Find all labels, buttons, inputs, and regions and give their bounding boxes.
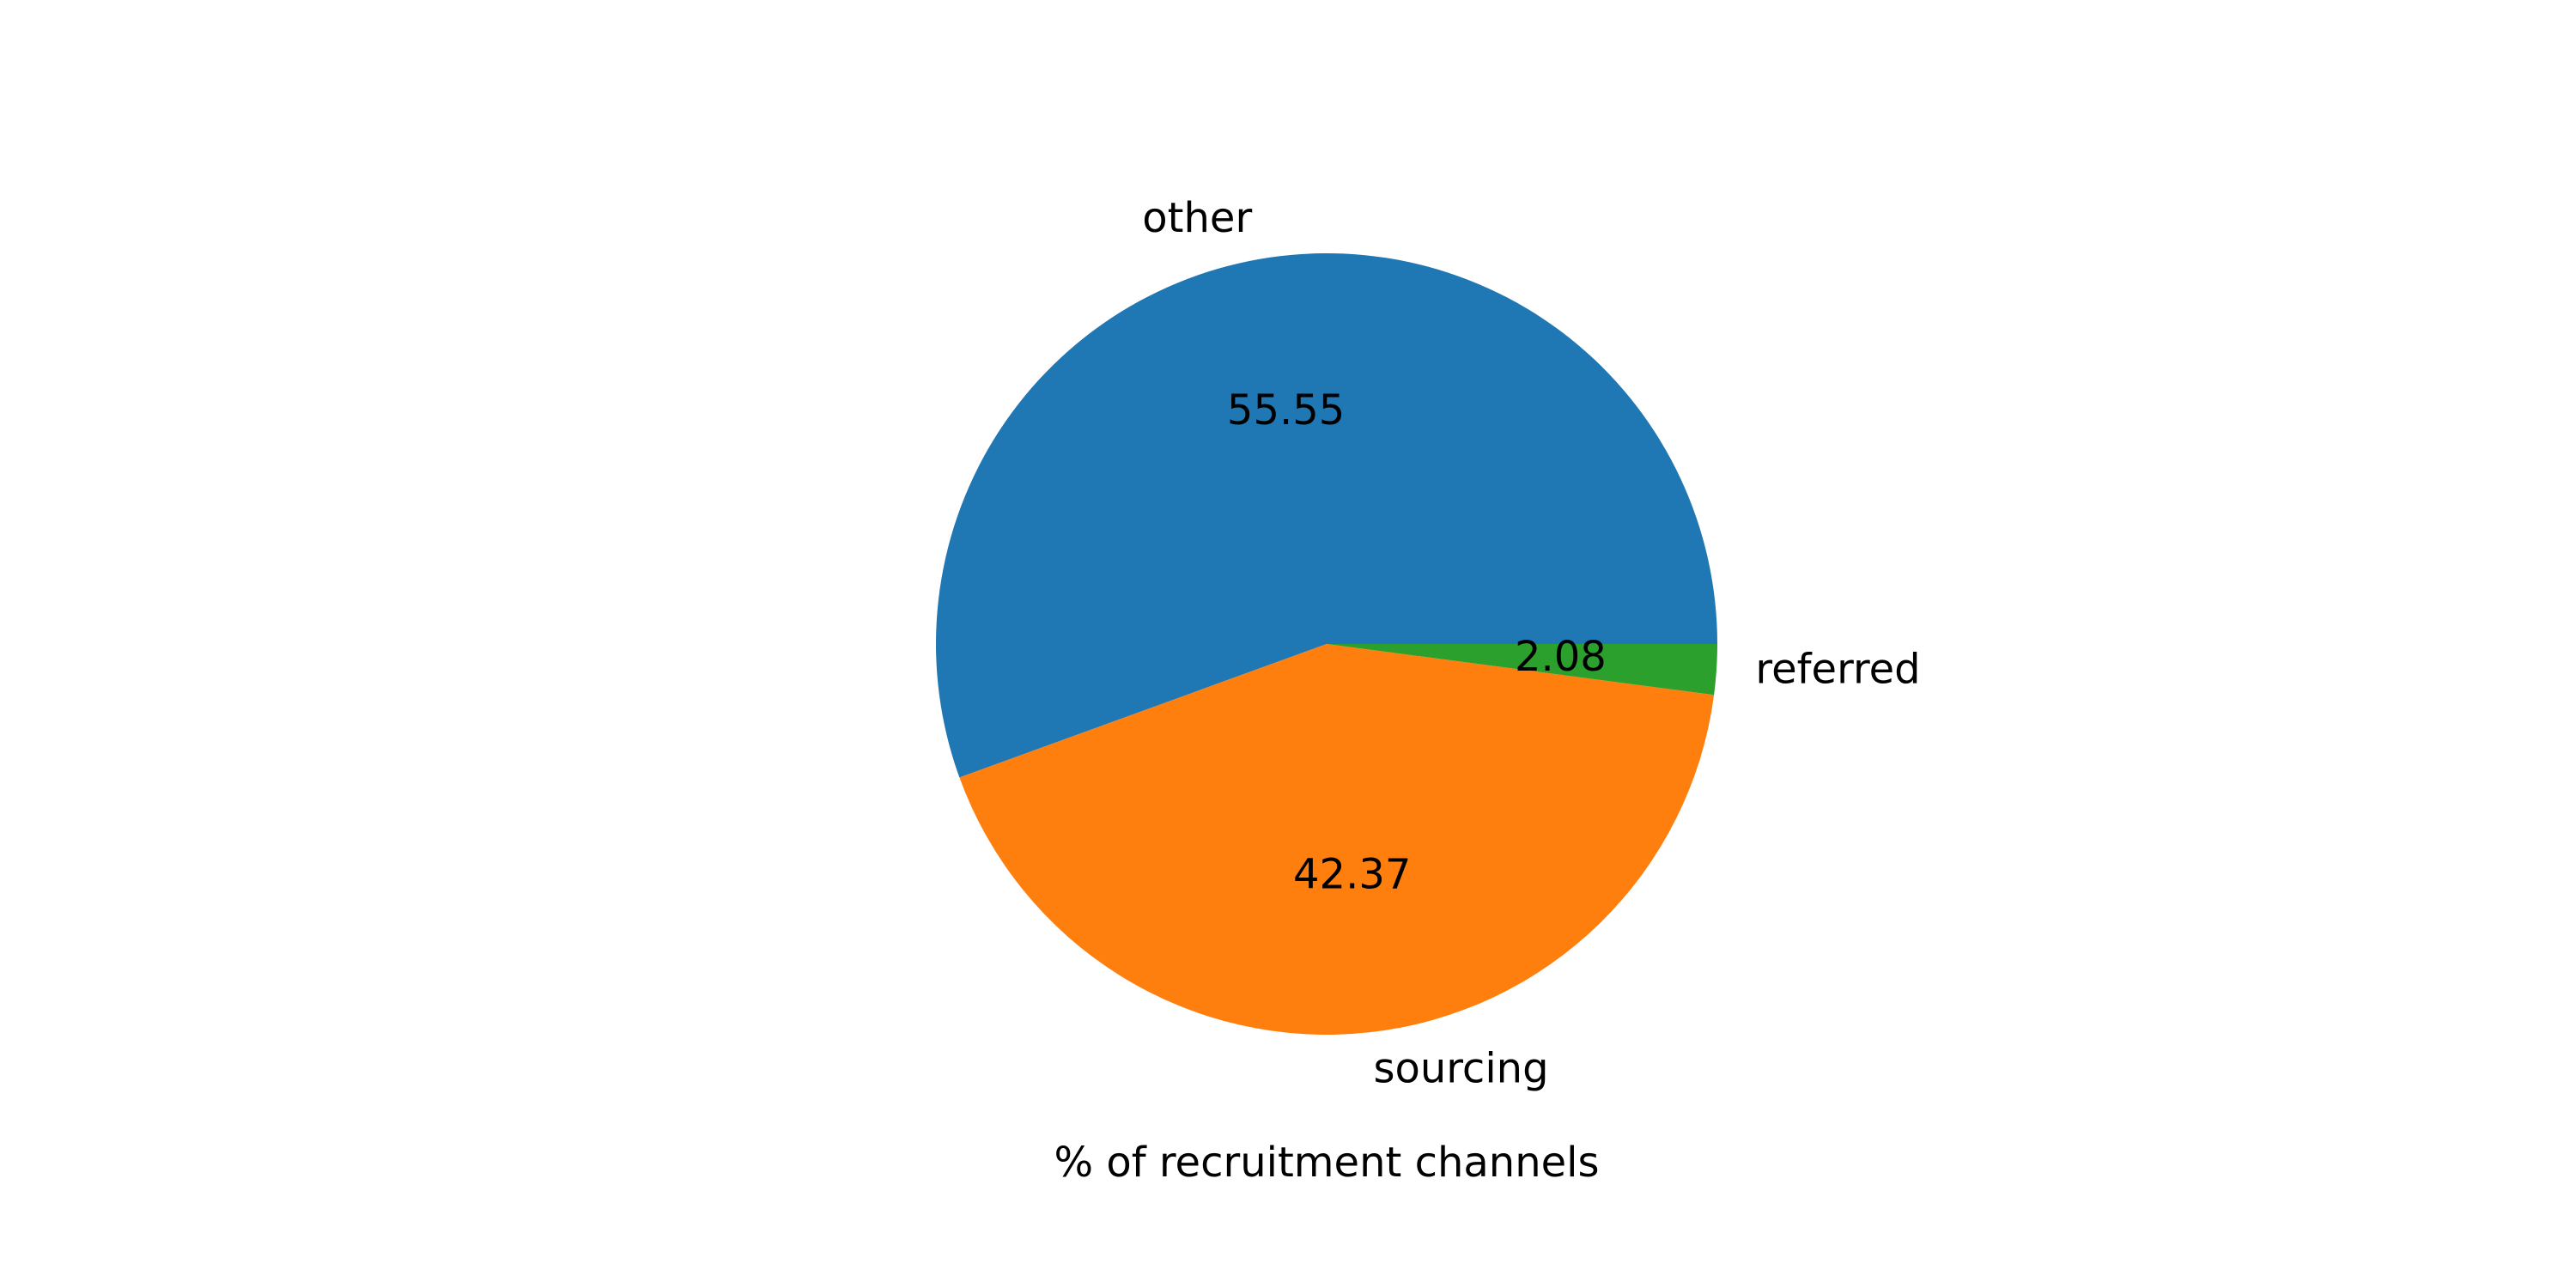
pie-labels: other 55.55 sourcing 42.37 referred 2.08 <box>1142 194 1920 1092</box>
pie-slice-sourcing <box>959 644 1715 1036</box>
pie-slices <box>936 253 1717 1036</box>
slice-value-referred: 2.08 <box>1515 633 1607 681</box>
slice-label-referred: referred <box>1755 646 1920 694</box>
slice-label-sourcing: sourcing <box>1373 1045 1548 1093</box>
pie-slice-referred <box>1327 644 1717 696</box>
pie-slice-other <box>936 253 1717 778</box>
slice-label-other: other <box>1142 194 1252 242</box>
x-axis-label: % of recruitment channels <box>1054 1139 1599 1187</box>
slice-value-sourcing: 42.37 <box>1293 850 1411 898</box>
slice-value-other: 55.55 <box>1227 386 1345 434</box>
